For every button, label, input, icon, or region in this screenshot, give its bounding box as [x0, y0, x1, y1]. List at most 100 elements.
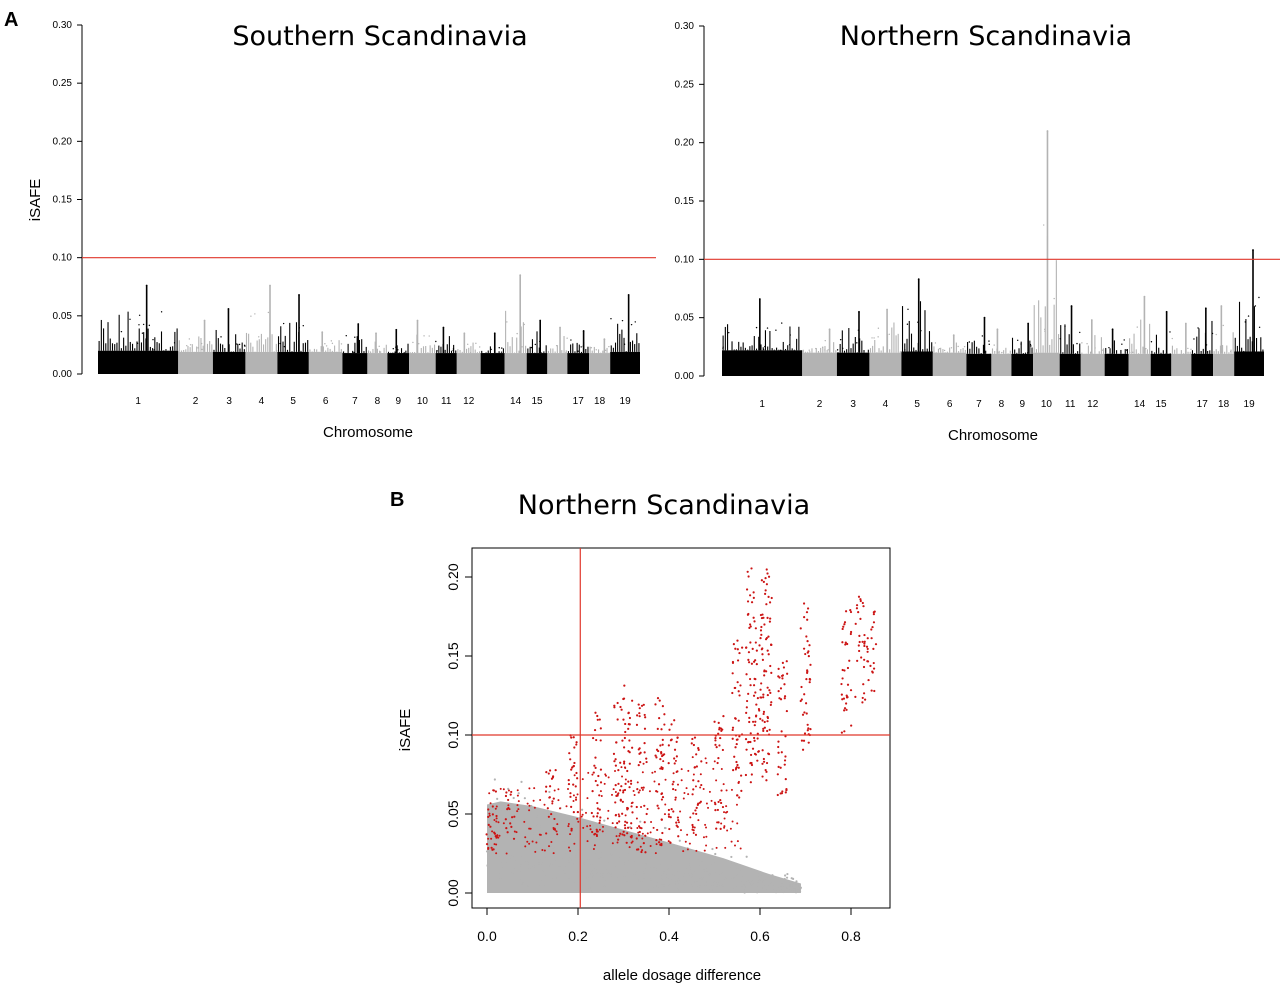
snp-band	[480, 353, 505, 374]
snp-band	[178, 351, 213, 374]
candidate-point	[659, 767, 662, 770]
candidate-point	[843, 669, 846, 672]
background-point	[722, 886, 726, 890]
background-point	[564, 871, 567, 874]
background-point	[782, 890, 785, 893]
candidate-point	[762, 580, 765, 583]
snp-point	[1153, 352, 1156, 354]
chromosome-block-14	[504, 274, 527, 374]
background-point	[573, 836, 576, 839]
snp-point	[321, 345, 324, 347]
candidate-point	[762, 693, 765, 696]
chromosome-tick-label: 14	[510, 396, 522, 407]
candidate-point	[670, 723, 673, 726]
candidate-point	[845, 702, 848, 705]
background-point	[585, 881, 589, 884]
snp-band	[1059, 353, 1081, 376]
candidate-point	[777, 740, 780, 743]
candidate-point	[686, 833, 689, 836]
background-point	[569, 823, 572, 826]
background-point	[499, 877, 502, 880]
background-point	[758, 879, 761, 882]
candidate-point	[765, 568, 768, 571]
candidate-point	[675, 755, 678, 758]
candidate-point	[712, 767, 715, 770]
candidate-point	[594, 711, 597, 714]
candidate-point	[618, 820, 621, 823]
background-point	[667, 878, 670, 881]
candidate-column	[544, 768, 557, 835]
candidate-point	[586, 825, 589, 828]
candidate-point	[764, 577, 767, 580]
background-point	[515, 814, 518, 817]
candidate-point	[843, 623, 846, 626]
candidate-point	[614, 764, 617, 767]
candidate-point	[672, 772, 675, 775]
candidate-point	[499, 787, 502, 790]
candidate-point	[508, 808, 511, 811]
background-point	[735, 884, 738, 887]
candidate-point	[803, 732, 807, 735]
candidate-point	[808, 644, 811, 647]
background-point	[661, 877, 664, 880]
snp-point	[321, 331, 324, 334]
background-point	[743, 871, 746, 874]
snp-band	[277, 351, 309, 374]
candidate-point	[734, 717, 737, 720]
snp-point	[428, 335, 430, 337]
candidate-point	[679, 810, 682, 813]
candidate-point	[705, 835, 708, 838]
background-point	[724, 868, 727, 871]
background-point	[731, 876, 734, 879]
chromosome-block-9	[1011, 322, 1034, 376]
candidate-point	[785, 709, 788, 713]
background-point	[648, 876, 651, 879]
snp-point	[1126, 349, 1128, 351]
background-point	[792, 886, 795, 889]
candidate-point	[659, 744, 662, 747]
candidate-point	[715, 779, 718, 782]
snp-point	[824, 349, 826, 351]
candidate-point	[731, 820, 734, 823]
background-point	[737, 889, 741, 892]
snp-point	[1184, 322, 1187, 325]
background-point	[746, 867, 749, 870]
candidate-point	[844, 641, 847, 644]
candidate-point	[746, 570, 749, 573]
background-point	[768, 887, 771, 890]
candidate-point	[745, 748, 748, 751]
chromosome-tick-label: 19	[620, 396, 632, 407]
candidate-point	[516, 789, 519, 792]
candidate-point	[866, 647, 869, 651]
candidate-point	[513, 830, 516, 833]
candidate-point	[809, 663, 812, 666]
candidate-point	[623, 762, 626, 765]
candidate-point	[622, 791, 625, 794]
snp-band	[456, 353, 481, 374]
x-axis-label-dosage: allele dosage difference	[603, 967, 761, 984]
candidate-point	[850, 724, 853, 727]
snp-point	[436, 350, 438, 352]
x-tick-label: 0.8	[841, 928, 861, 944]
background-point	[724, 877, 727, 880]
candidate-point	[754, 627, 757, 630]
chromosome-tick-label: 18	[594, 396, 606, 407]
candidate-point	[618, 834, 621, 837]
candidate-point	[573, 761, 576, 765]
candidate-point	[862, 665, 866, 669]
chromosome-block-7	[966, 316, 992, 376]
snp-band	[991, 353, 1012, 376]
points-northern	[704, 130, 1280, 376]
snp-point	[1094, 347, 1096, 349]
candidate-point	[660, 818, 663, 821]
candidate-point	[768, 689, 771, 692]
candidate-point	[692, 773, 695, 776]
candidate-point	[785, 660, 788, 663]
candidate-point	[714, 808, 717, 812]
background-point	[600, 871, 603, 874]
candidate-point	[643, 804, 646, 807]
background-point	[710, 871, 713, 874]
candidate-point	[557, 799, 560, 802]
candidate-point	[657, 783, 661, 786]
candidate-point	[657, 749, 660, 753]
